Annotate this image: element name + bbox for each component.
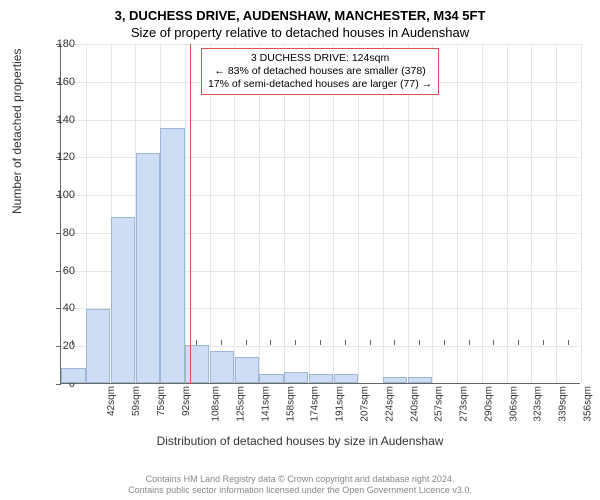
gridline-v — [482, 44, 483, 383]
ytick-label: 80 — [63, 227, 75, 239]
xtick-mark — [444, 340, 445, 345]
xtick-label: 174sqm — [310, 386, 321, 422]
histogram-bar — [210, 351, 234, 383]
footer-line-2: Contains public sector information licen… — [0, 485, 600, 496]
xtick-mark — [543, 340, 544, 345]
page-subtitle: Size of property relative to detached ho… — [0, 23, 600, 44]
gridline-h — [61, 120, 580, 121]
annotation-line-3: 17% of semi-detached houses are larger (… — [208, 78, 432, 91]
histogram-bar — [383, 377, 407, 383]
plot-region: 3 DUCHESS DRIVE: 124sqm ← 83% of detache… — [60, 44, 580, 384]
histogram-bar — [111, 217, 135, 383]
xtick-label: 257sqm — [434, 386, 445, 422]
annotation-line-2: ← 83% of detached houses are smaller (37… — [208, 65, 432, 78]
ytick-label: 140 — [57, 114, 75, 126]
xtick-label: 141sqm — [261, 386, 272, 422]
subject-property-marker — [190, 44, 191, 384]
xtick-label: 339sqm — [558, 386, 569, 422]
ytick-mark — [56, 346, 61, 347]
annotation-box: 3 DUCHESS DRIVE: 124sqm ← 83% of detache… — [201, 48, 439, 95]
histogram-bar — [284, 372, 308, 383]
histogram-bar — [86, 309, 110, 383]
footer-attribution: Contains HM Land Registry data © Crown c… — [0, 474, 600, 496]
xtick-mark — [320, 340, 321, 345]
xtick-label: 323sqm — [533, 386, 544, 422]
y-axis-label: Number of detached properties — [10, 49, 24, 214]
xtick-mark — [370, 340, 371, 345]
ytick-mark — [56, 233, 61, 234]
histogram-bar — [160, 128, 184, 383]
ytick-mark — [56, 308, 61, 309]
xtick-mark — [394, 340, 395, 345]
ytick-label: 160 — [57, 76, 75, 88]
histogram-bar — [61, 368, 85, 383]
footer-line-1: Contains HM Land Registry data © Crown c… — [0, 474, 600, 485]
x-axis-label: Distribution of detached houses by size … — [0, 434, 600, 448]
histogram-bar — [334, 374, 358, 383]
ytick-label: 100 — [57, 189, 75, 201]
xtick-mark — [295, 340, 296, 345]
xtick-label: 224sqm — [384, 386, 395, 422]
xtick-mark — [493, 340, 494, 345]
page-title-address: 3, DUCHESS DRIVE, AUDENSHAW, MANCHESTER,… — [0, 0, 600, 23]
xtick-label: 125sqm — [236, 386, 247, 422]
ytick-label: 40 — [63, 302, 75, 314]
xtick-label: 273sqm — [459, 386, 470, 422]
xtick-label: 108sqm — [211, 386, 222, 422]
ytick-label: 60 — [63, 265, 75, 277]
xtick-label: 240sqm — [409, 386, 420, 422]
xtick-mark — [568, 340, 569, 345]
xtick-label: 59sqm — [131, 386, 142, 416]
gridline-v — [507, 44, 508, 383]
gridline-v — [185, 44, 186, 383]
xtick-mark — [270, 340, 271, 345]
xtick-label: 306sqm — [508, 386, 519, 422]
ytick-mark — [56, 384, 61, 385]
histogram-bar — [136, 153, 160, 383]
xtick-label: 191sqm — [335, 386, 346, 422]
xtick-label: 92sqm — [181, 386, 192, 416]
xtick-label: 356sqm — [582, 386, 593, 422]
xtick-mark — [419, 340, 420, 345]
xtick-label: 158sqm — [285, 386, 296, 422]
gridline-v — [556, 44, 557, 383]
histogram-bar — [309, 374, 333, 383]
ytick-label: 180 — [57, 38, 75, 50]
xtick-mark — [469, 340, 470, 345]
xtick-mark — [221, 340, 222, 345]
xtick-label: 207sqm — [360, 386, 371, 422]
annotation-line-1: 3 DUCHESS DRIVE: 124sqm — [208, 52, 432, 65]
gridline-v — [457, 44, 458, 383]
gridline-v — [581, 44, 582, 383]
ytick-label: 120 — [57, 151, 75, 163]
histogram-chart: 3 DUCHESS DRIVE: 124sqm ← 83% of detache… — [60, 44, 580, 414]
xtick-mark — [246, 340, 247, 345]
histogram-bar — [259, 374, 283, 383]
xtick-mark — [518, 340, 519, 345]
xtick-mark — [345, 340, 346, 345]
histogram-bar — [408, 377, 432, 383]
xtick-label: 75sqm — [156, 386, 167, 416]
xtick-label: 42sqm — [106, 386, 117, 416]
histogram-bar — [235, 357, 259, 383]
ytick-mark — [56, 271, 61, 272]
ytick-label: 20 — [63, 340, 75, 352]
histogram-bar — [185, 345, 209, 383]
gridline-v — [531, 44, 532, 383]
gridline-h — [61, 44, 580, 45]
xtick-label: 290sqm — [483, 386, 494, 422]
